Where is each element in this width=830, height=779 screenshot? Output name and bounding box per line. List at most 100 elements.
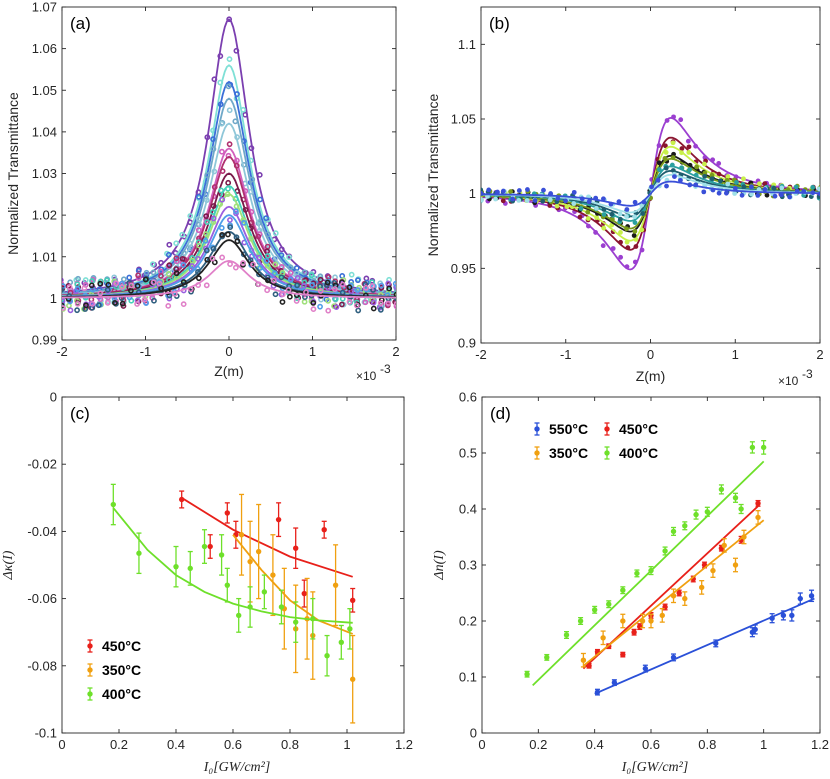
panel-a: -2 -1 0 1 2 0.99 1 1.01 1.02 1.03 1.04 1.05 1.06 1.07… [5,0,400,383]
data-point [394,296,396,302]
data-point [294,282,301,289]
data-point [725,174,731,179]
data-point [226,107,233,114]
data-point [238,532,245,538]
data-point [293,619,299,625]
legend-label: 350°C [549,445,588,461]
data-point [226,16,233,23]
x-tick-label: 0 [225,344,232,359]
data-point [721,542,727,549]
data-point [571,201,577,206]
x-tick-label: 1 [309,344,316,359]
data-point [310,616,316,622]
data-point [135,272,142,279]
data-point [709,172,715,178]
y-tick-label: 1.03 [32,166,57,181]
y-tick-label: 0.1 [459,670,477,685]
x-axis-label: Z(m) [214,363,244,379]
data-point [310,306,317,313]
data-point [725,181,731,187]
data-point [541,187,546,193]
data-point [648,618,654,624]
data-point [287,270,294,276]
data-point [195,193,202,200]
series-2 [580,510,765,668]
y-tick-label: 0.9 [458,336,476,351]
data-point [670,140,676,146]
data-point [624,207,630,212]
data-point [769,615,775,621]
legend-marker [604,450,610,456]
data-point [149,261,156,268]
data-point [362,299,369,306]
data-point [649,184,654,190]
x-tick-label: 2 [392,344,399,359]
data-point [203,282,210,289]
y-tick-label: 1.01 [32,249,57,264]
data-point [353,302,360,309]
series-3 [524,440,767,687]
data-point [749,191,754,197]
data-point [250,261,256,268]
data-point [724,177,730,183]
data-point [301,590,307,597]
data-point [734,179,739,185]
plot-area [481,114,820,271]
data-point [74,285,81,292]
data-point [701,189,707,195]
data-point [577,618,584,624]
y-axis-label: Δκ(I) [1,550,16,580]
data-point [554,203,560,209]
data-point [378,284,385,291]
data-point [600,635,606,641]
data-point [272,230,279,237]
data-point [664,183,669,189]
data-point [655,177,661,183]
data-point [377,300,384,307]
data-point [571,189,577,195]
data-point [62,305,66,311]
data-point [702,173,708,179]
data-point [593,205,599,211]
data-point [74,281,81,288]
legend-marker [87,643,93,649]
data-point [278,274,285,281]
legend-marker [87,691,93,697]
data-point [524,671,530,677]
legend-marker [604,426,610,432]
x-tick-label: -2 [475,347,487,362]
data-point [224,510,230,516]
data-point [348,271,355,278]
data-point [500,198,506,204]
data-point [118,280,125,287]
data-point [354,277,361,284]
data-point [275,516,282,523]
x-tick-label: 0.6 [224,737,242,752]
data-point [202,237,209,244]
data-point [225,231,231,238]
x-tick-label: -1 [140,344,152,359]
x-tick-label: 1 [343,737,350,752]
data-point [88,282,95,289]
data-point [82,277,89,283]
y-tick-label: 0.6 [459,390,477,405]
data-point [279,299,286,305]
data-point [816,186,820,192]
data-point [525,187,530,192]
data-point [716,161,722,166]
data-point [702,170,708,176]
data-point [339,301,345,308]
data-point [150,269,157,276]
data-point [203,247,210,254]
data-point [393,303,396,310]
data-point [62,277,64,283]
data-point [263,215,269,222]
data-point [179,496,185,503]
data-point [760,444,767,451]
y-tick-label: 0.95 [451,261,476,276]
data-point [704,509,711,515]
data-point [195,269,201,275]
legend-entry: 400°C [604,445,658,461]
data-point [165,271,172,277]
